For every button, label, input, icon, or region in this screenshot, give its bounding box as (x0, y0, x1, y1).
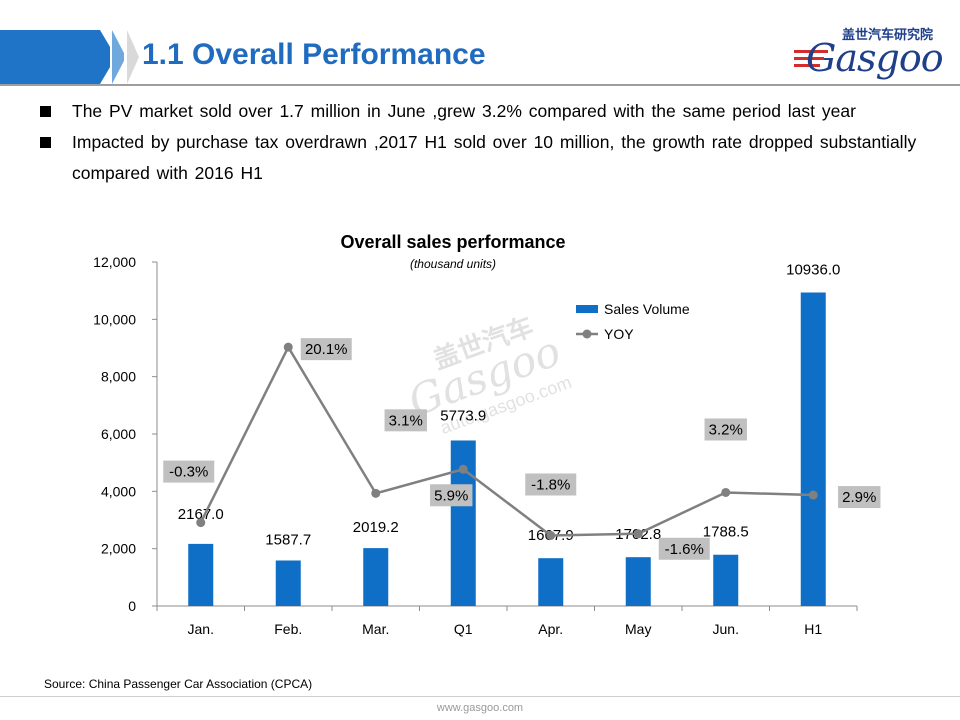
x-tick-label: Apr. (538, 621, 563, 637)
footer-divider (0, 696, 960, 697)
logo-wordmark: Gasgoo (806, 36, 944, 80)
yoy-label: 20.1% (305, 341, 348, 358)
yoy-marker (546, 530, 556, 540)
yoy-label-box (838, 486, 881, 509)
bar-series (188, 292, 826, 606)
legend-label-yoy: YOY (604, 326, 634, 342)
x-tick-label: Mar. (362, 621, 389, 637)
bullet-square-icon (40, 137, 51, 148)
header-divider (0, 84, 960, 86)
yoy-label: -0.3% (169, 464, 208, 481)
x-tick-label: Q1 (454, 621, 473, 637)
bar-labels: 2167.01587.72019.25773.91667.91702.81788… (178, 262, 841, 549)
y-tick-label: 10,000 (93, 311, 136, 327)
y-tick-label: 2,000 (101, 541, 136, 557)
x-tick-label: May (625, 621, 651, 637)
bullet-text: The PV market sold over 1.7 million in J… (72, 101, 856, 121)
sales-bar (363, 548, 389, 606)
yoy-label: -1.6% (665, 541, 704, 558)
yoy-marker (633, 529, 643, 539)
yoy-label-box (525, 473, 577, 496)
chart-title: Overall sales performance (340, 232, 565, 252)
yoy-labels: -0.3% 20.1% 3.1% 5.9% -1.8% -1.6% 3.2% 2.9% (163, 338, 881, 560)
bullet-square-icon (40, 106, 51, 117)
legend-label-sales: Sales Volume (604, 301, 690, 317)
sales-bar-label: 1587.7 (265, 531, 311, 548)
x-tick-label: Jun. (713, 621, 739, 637)
legend-swatch-sales (576, 305, 598, 313)
yoy-label: 2.9% (842, 489, 876, 506)
chart-axes: 0 2,000 4,000 6,000 8,000 10,000 12,000 Jan. Feb… (93, 254, 858, 637)
y-tick-label: 4,000 (101, 483, 136, 499)
x-tick-label: H1 (804, 621, 822, 637)
sales-bar (188, 543, 214, 606)
yoy-label-box (384, 409, 427, 432)
yoy-marker (283, 342, 293, 352)
bullet-item: Impacted by purchase tax overdrawn ,2017… (40, 127, 920, 189)
sales-bar-label: 2167.0 (178, 506, 224, 523)
yoy-label: 3.2% (709, 421, 743, 438)
sales-bar (625, 557, 651, 606)
sales-bar-label: 10936.0 (786, 262, 840, 279)
logo-stripe (794, 50, 828, 53)
logo-stripe (794, 64, 820, 67)
logo-chinese-text: 盖世汽车研究院 (841, 27, 933, 42)
gasgoo-logo: 盖世汽车研究院 Gasgoo (792, 22, 947, 80)
page-title: 1.1 Overall Performance (142, 38, 486, 71)
yoy-label: 5.9% (434, 487, 468, 504)
header-chevron (127, 30, 139, 84)
sales-bar-label: 1788.5 (703, 524, 749, 541)
y-tick-label: 8,000 (101, 369, 136, 385)
source-note: Source: China Passenger Car Association … (44, 677, 313, 691)
legend-marker-yoy (582, 329, 592, 339)
bullet-list: The PV market sold over 1.7 million in J… (40, 96, 920, 189)
y-tick-label: 0 (128, 598, 136, 614)
yoy-marker (808, 490, 818, 500)
yoy-marker (721, 487, 731, 497)
logo-stripe (794, 57, 824, 60)
x-tick-label: Feb. (274, 621, 302, 637)
chart-legend: Sales Volume YOY (576, 301, 690, 342)
x-tick-label: Jan. (188, 621, 214, 637)
y-tick-label: 6,000 (101, 426, 136, 442)
sales-bar (800, 292, 826, 606)
yoy-marker (196, 518, 206, 528)
yoy-marker (458, 464, 468, 474)
y-tick-label: 12,000 (93, 254, 136, 270)
sales-bar (275, 560, 301, 606)
sales-bar (713, 554, 739, 606)
footer-url: www.gasgoo.com (436, 702, 524, 714)
yoy-label-box (163, 460, 215, 483)
yoy-marker (371, 488, 381, 498)
yoy-label-box (658, 537, 710, 560)
yoy-label-box (300, 338, 352, 361)
sales-bar-label: 2019.2 (353, 519, 399, 536)
yoy-line (199, 344, 814, 537)
yoy-series (196, 342, 818, 540)
yoy-label: 3.1% (389, 412, 423, 429)
bullet-text: Impacted by purchase tax overdrawn ,2017… (72, 132, 917, 183)
sales-bar-label: 5773.9 (440, 407, 486, 424)
bullet-item: The PV market sold over 1.7 million in J… (40, 96, 920, 127)
header-chevron (112, 30, 126, 84)
yoy-label-box (430, 484, 473, 507)
yoy-label: -1.8% (531, 476, 570, 493)
sales-bar (538, 558, 564, 606)
chart-subtitle: (thousand units) (410, 257, 496, 271)
yoy-label-box (704, 418, 747, 441)
header-band (0, 30, 100, 84)
